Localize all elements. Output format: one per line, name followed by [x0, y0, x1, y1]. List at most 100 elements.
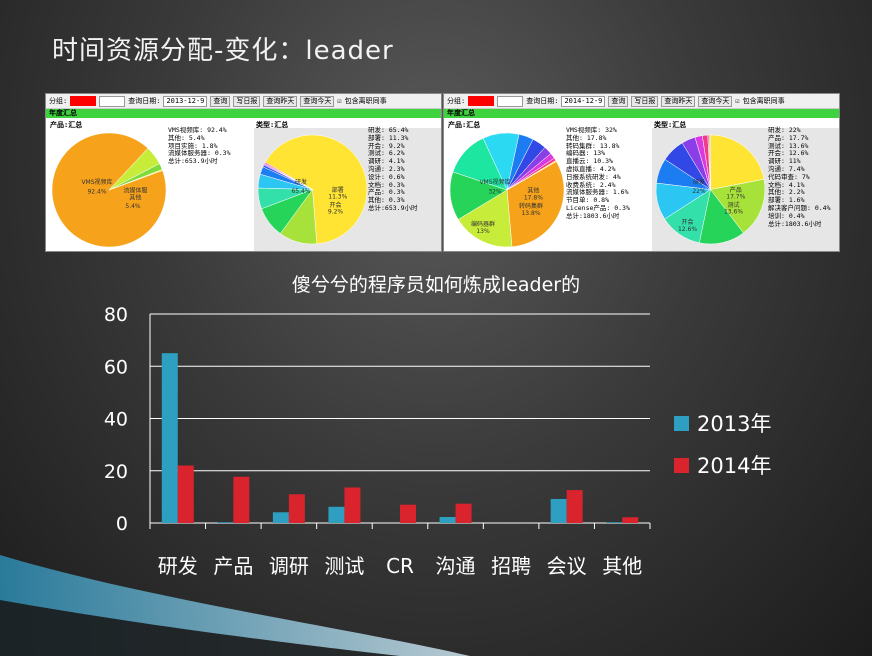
bar-2013年-其他 — [606, 522, 623, 523]
query-today-button[interactable]: 查询今天 — [300, 95, 335, 107]
type-2014-label-7: 12.6% — [678, 226, 697, 233]
bar-2013年-产品 — [217, 522, 234, 523]
type-2013-slice-9 — [264, 161, 313, 190]
chart-title: 傻兮兮的程序员如何炼成leader的 — [291, 274, 581, 296]
query-button[interactable]: 查询 — [608, 95, 629, 107]
type-2013-slice-0 — [264, 134, 368, 245]
bar-2014年-研发 — [177, 465, 194, 523]
query-yesterday-button[interactable]: 查询昨天 — [661, 95, 696, 107]
y-tick-label-4: 80 — [104, 304, 128, 326]
group-dropdown[interactable] — [99, 95, 126, 107]
legend-label-2013: 2013年 — [697, 412, 772, 436]
type-panel-heading: 类型:汇总 — [256, 121, 289, 129]
bar-2014年-CR — [400, 504, 416, 523]
bar-2013年-研发 — [161, 353, 178, 523]
legend-item-2013: 2013年 — [674, 408, 771, 438]
slide-title: 时间资源分配-变化：leader — [52, 36, 394, 66]
type-2014-slice-1 — [710, 178, 766, 234]
product-2014-label-7: 13% — [476, 228, 490, 235]
type-2014-label-3: 17.7% — [726, 194, 745, 201]
bar-2014年-会议 — [566, 490, 583, 523]
y-tick-label-1: 20 — [104, 461, 128, 483]
x-tick-label-0: 研发 — [158, 554, 198, 578]
product-2014-slice-10 — [506, 160, 557, 191]
x-tick-label-7: 会议 — [547, 554, 587, 578]
type-2014-label-2: 产品 — [730, 186, 742, 194]
product-2014-label-5: 13.8% — [521, 210, 540, 217]
group-dropdown[interactable] — [497, 95, 524, 107]
type-2013-label-1: 65.4% — [291, 188, 310, 195]
type-2014-slice-11 — [708, 134, 711, 190]
query-toolbar: 分组: 查询日期: 2013-12-9 查询 写日报 查询昨天 查询今天 ☑ 包… — [46, 94, 441, 109]
y-tick-label-2: 40 — [104, 409, 128, 431]
group-label: 分组: — [49, 97, 68, 105]
type-2014-label-4: 测试 — [727, 201, 739, 209]
product-2013-label-2: 流媒体服 — [123, 186, 147, 194]
product-2014-label-1: 32% — [488, 189, 502, 196]
legend-swatch-2013 — [674, 415, 689, 431]
type-2014-label-0: 研发 — [693, 178, 705, 186]
x-tick-label-3: 测试 — [324, 554, 364, 578]
bar-2013年-调研 — [272, 512, 289, 523]
date-input[interactable]: 2014-12-9 — [561, 95, 606, 107]
x-tick-label-1: 产品 — [213, 554, 253, 578]
screenshot-2013: 分组: 查询日期: 2013-12-9 查询 写日报 查询昨天 查询今天 ☑ 包… — [45, 93, 442, 252]
product-2013-label-3: 其他 — [129, 194, 141, 202]
x-tick-label-5: 沟通 — [436, 554, 476, 578]
write-report-button[interactable]: 写日报 — [233, 95, 261, 107]
include-right-label: 包含离职同事 — [742, 97, 785, 105]
date-input[interactable]: 2013-12-9 — [163, 95, 208, 107]
include-left-label: 包含离职同事 — [344, 97, 387, 105]
product-panel-heading: 产品:汇总 — [448, 121, 481, 129]
query-button[interactable]: 查询 — [210, 95, 231, 107]
type-2014-label-1: 22% — [692, 188, 706, 195]
include-right-checkbox[interactable]: ☑ — [735, 97, 740, 105]
type-stats-2014: 研发: 22% 产品: 17.7% 测试: 13.6% 开会: 12.6% 调研… — [768, 126, 831, 228]
product-2014-slice-1 — [457, 189, 513, 248]
include-left-checkbox[interactable]: ☑ — [337, 97, 342, 105]
bar-2014年-沟通 — [455, 503, 472, 523]
bar-2013年-会议 — [550, 498, 567, 523]
x-tick-label-2: 调研 — [269, 554, 309, 578]
product-2013-label-4: 5.4% — [125, 203, 141, 210]
bar-2014年-调研 — [288, 494, 305, 523]
type-2013-label-2: 部署 — [332, 186, 344, 194]
bar-2013年-测试 — [328, 506, 345, 523]
bar-2014年-产品 — [233, 476, 250, 523]
type-panel-heading: 类型:汇总 — [654, 121, 687, 129]
type-2013-label-0: 研发 — [295, 178, 307, 186]
product-2013-slice-3 — [108, 169, 163, 191]
product-stats-2013: VMS视频库: 92.4% 其他: 5.4% 项目实施: 1.8% 流媒体服务器… — [168, 126, 231, 166]
screenshot-2014: 分组: 查询日期: 2014-12-9 查询 写日报 查询昨天 查询今天 ☑ 包… — [443, 93, 840, 252]
summary-bar: 年度汇总 — [444, 109, 839, 118]
type-2014-label-5: 13.6% — [724, 209, 743, 216]
x-tick-label-6: 招聘 — [491, 554, 531, 578]
group-select[interactable] — [468, 96, 495, 106]
type-2013-label-5: 9.2% — [328, 209, 344, 216]
summary-bar: 年度汇总 — [46, 109, 441, 118]
x-tick-label-4: CR — [386, 554, 414, 578]
bar-2013年-沟通 — [439, 516, 456, 523]
type-2013-label-3: 11.3% — [328, 194, 347, 201]
group-select[interactable] — [70, 96, 97, 106]
product-2013-label-1: 92.4% — [87, 189, 106, 196]
product-panel-heading: 产品:汇总 — [50, 121, 83, 129]
y-tick-label-0: 0 — [116, 513, 128, 535]
query-today-button[interactable]: 查询今天 — [698, 95, 733, 107]
bar-chart: 0 20 40 60 80 研发 产品 调研 测试 CR 沟通 招聘 会议 其他 — [104, 304, 651, 578]
bar-2014年-测试 — [344, 487, 361, 523]
product-2014-label-0: VMS视频库 — [479, 178, 510, 186]
type-2014-label-6: 开会 — [681, 218, 693, 226]
x-tick-label-8: 其他 — [602, 554, 642, 578]
date-label: 查询日期: — [128, 97, 161, 105]
write-report-button[interactable]: 写日报 — [631, 95, 659, 107]
date-label: 查询日期: — [526, 97, 559, 105]
type-stats-2013: 研发: 65.4% 部署: 11.3% 开会: 9.2% 测试: 6.2% 调研… — [368, 126, 418, 212]
query-yesterday-button[interactable]: 查询昨天 — [263, 95, 298, 107]
legend-label-2014: 2014年 — [697, 454, 772, 478]
product-2014-label-6: 编码器群 — [471, 220, 495, 228]
product-2013-label-0: VMS视频库 — [81, 178, 112, 186]
